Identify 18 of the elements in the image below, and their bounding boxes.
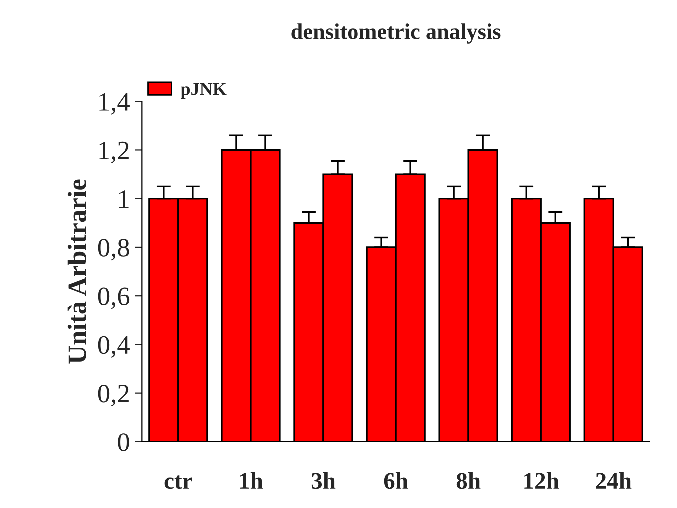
y-tick-label: 0,8 [98, 239, 130, 261]
y-tick-label: 0,4 [98, 336, 130, 358]
x-tick-label: 3h [312, 472, 336, 490]
x-tick-label: 1h [240, 472, 264, 489]
y-tick-label: 0,2 [98, 384, 129, 407]
y-tick-label: 0 [118, 434, 130, 452]
y-axis-title: Unità Arbitrarie [68, 180, 86, 364]
x-tick-label: ctr [164, 476, 192, 490]
chart-title: densitometric analysis [292, 24, 501, 44]
x-tick-label: 24h [596, 472, 632, 489]
y-tick-label: 0,6 [98, 288, 130, 310]
x-tick-label: 12h [524, 472, 560, 489]
legend-label: pJNK [180, 83, 227, 99]
y-tick-label: 1 [119, 190, 129, 208]
y-tick-label: 1,4 [100, 93, 130, 115]
y-tick-label: 1,2 [100, 142, 129, 164]
x-tick-label: 8h [456, 472, 481, 490]
x-tick-label: 6h [384, 472, 408, 490]
